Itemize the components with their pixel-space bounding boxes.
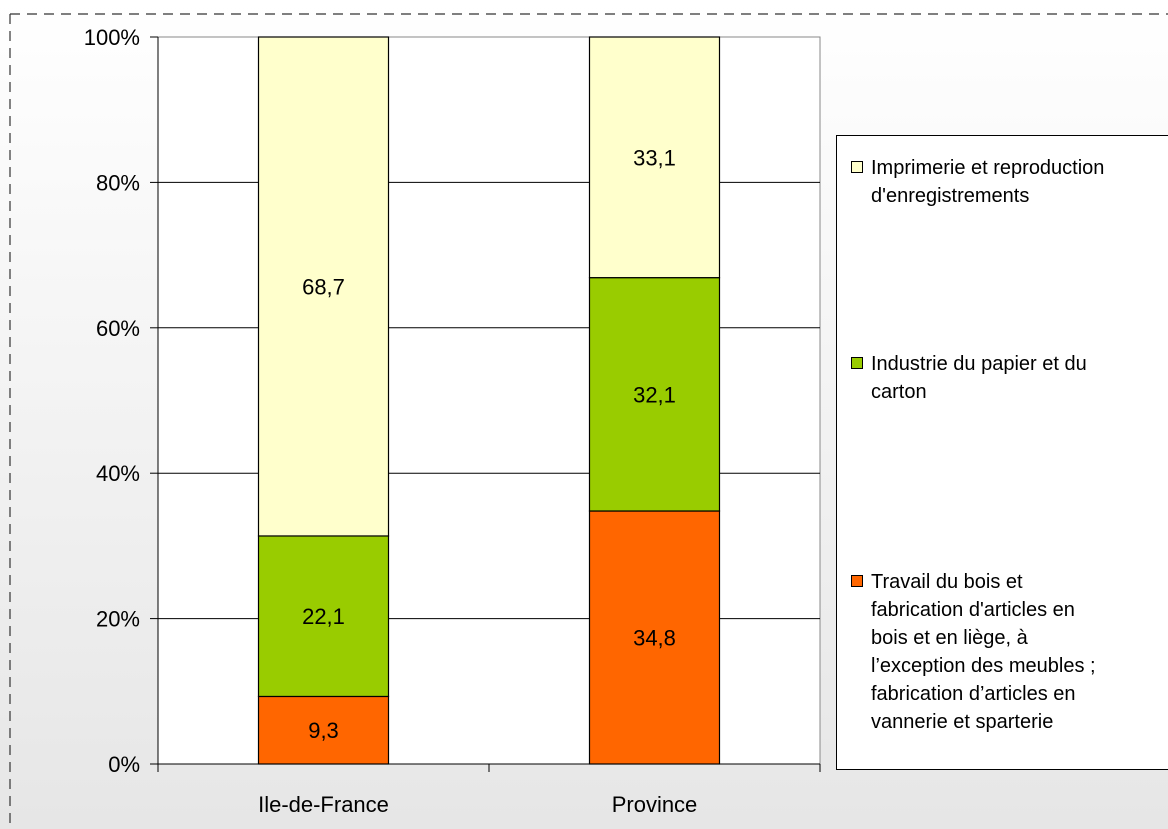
legend-swatch-imprimerie	[851, 161, 863, 173]
axes: 0% 20% 40% 60% 80% 100% Ile-de-France Province	[84, 25, 821, 817]
bar-segment	[257, 695, 390, 765]
data-label: 32,1	[633, 382, 676, 407]
bar-segment	[588, 36, 721, 279]
y-tick-label: 60%	[96, 316, 140, 341]
data-label: 9,3	[308, 718, 339, 743]
legend-label-bois: Travail du bois et fabrication d'article…	[871, 571, 1096, 733]
data-label: 68,7	[302, 274, 345, 299]
bars: 9,3 22,1 68,7 34,8 32,1 33,1	[257, 36, 721, 765]
y-tick-label: 0%	[108, 752, 140, 777]
data-label: 33,1	[633, 145, 676, 170]
y-tick-label: 80%	[96, 170, 140, 195]
legend-swatch-bois	[851, 575, 863, 587]
legend-swatch-papier	[851, 357, 863, 369]
plot-area	[157, 36, 821, 765]
y-tick-label: 100%	[84, 25, 140, 50]
x-category-label: Ile-de-France	[258, 792, 389, 817]
data-label: 34,8	[633, 626, 676, 651]
x-category-label: Province	[612, 792, 698, 817]
y-tick-label: 20%	[96, 607, 140, 632]
legend-label-papier: Industrie du papier et du carton	[871, 353, 1087, 403]
bar-segment	[257, 535, 390, 698]
chart-border	[9, 13, 1168, 829]
y-tick-label: 40%	[96, 461, 140, 486]
legend-label-imprimerie: Imprimerie et reproduction d'enregistrem…	[871, 157, 1105, 207]
legend: Imprimerie et reproduction d'enregistrem…	[836, 135, 1168, 770]
data-label: 22,1	[302, 604, 345, 629]
bar-segment	[257, 36, 390, 537]
bar-segment	[588, 277, 721, 512]
